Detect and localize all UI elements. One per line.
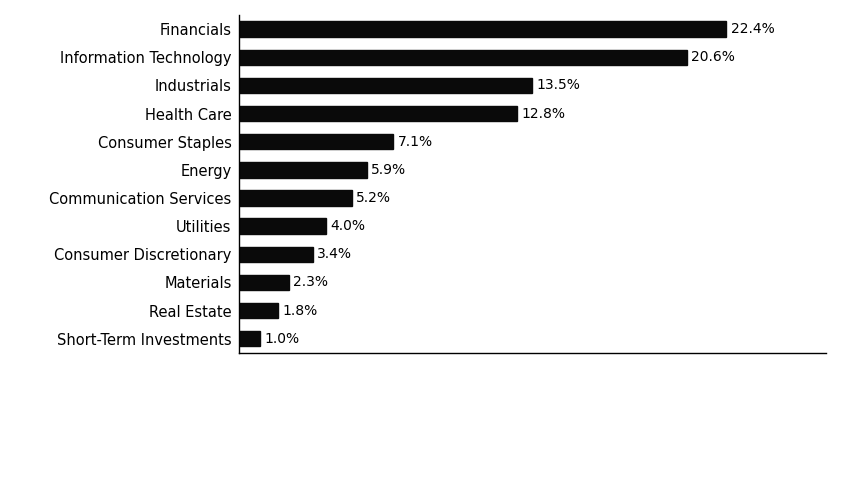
Text: 3.4%: 3.4%	[317, 247, 352, 261]
Text: 12.8%: 12.8%	[521, 107, 566, 120]
Bar	[239, 49, 687, 65]
Text: 22.4%: 22.4%	[731, 22, 774, 36]
Bar	[239, 78, 532, 93]
Bar	[239, 162, 367, 177]
Text: 1.8%: 1.8%	[282, 303, 317, 318]
Bar	[239, 191, 352, 206]
Bar	[239, 218, 325, 234]
Bar	[239, 275, 289, 290]
Text: 5.9%: 5.9%	[371, 163, 406, 177]
Text: 20.6%: 20.6%	[692, 50, 735, 65]
Bar	[239, 303, 278, 319]
Text: 7.1%: 7.1%	[398, 135, 433, 149]
Bar	[239, 246, 313, 262]
Text: 2.3%: 2.3%	[293, 276, 328, 289]
Bar	[239, 331, 261, 346]
Text: 5.2%: 5.2%	[356, 191, 391, 205]
Text: 4.0%: 4.0%	[330, 219, 365, 233]
Bar	[239, 22, 726, 37]
Bar	[239, 106, 517, 121]
Bar	[239, 134, 393, 150]
Text: 1.0%: 1.0%	[265, 332, 300, 346]
Text: 13.5%: 13.5%	[537, 79, 581, 92]
